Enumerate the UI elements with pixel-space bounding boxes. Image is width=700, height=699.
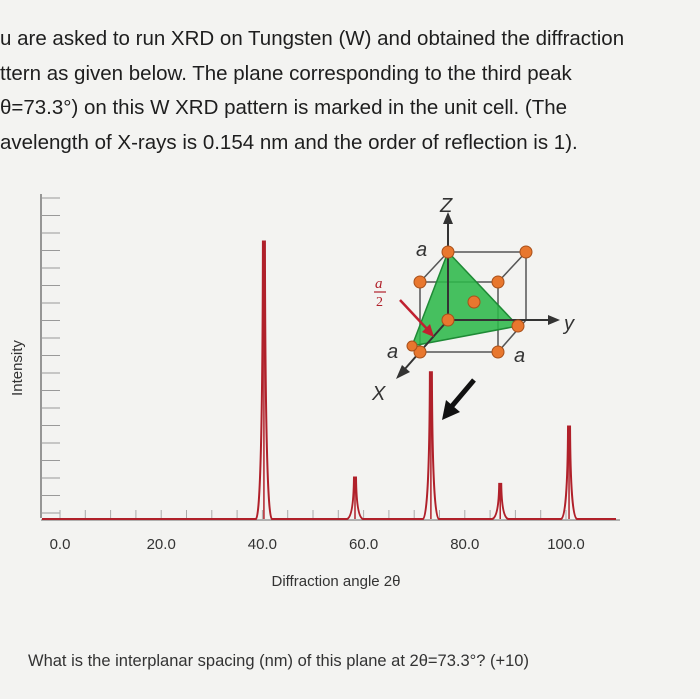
atom — [491, 345, 505, 359]
edge-label: a — [387, 341, 398, 363]
x-axis-arrowhead — [396, 365, 410, 379]
x-tick-label: 100.0 — [547, 536, 585, 553]
pointer-arrowhead — [442, 400, 460, 420]
y-axis-label-cell: y — [562, 313, 575, 335]
pointer-arrow — [450, 378, 476, 408]
diffraction-peaks — [42, 240, 616, 520]
body-center-atom — [467, 295, 481, 309]
atom — [519, 245, 533, 259]
unit-cell-diagram: Z y X a a a a 2 — [371, 195, 575, 420]
direction-arrow — [399, 299, 429, 331]
problem-line: avelength of X-rays is 0.154 nm and the … — [0, 130, 578, 154]
x-tick-label: 0.0 — [50, 536, 71, 553]
xrd-chart: 0.0 20.0 40.0 60.0 80.0 100.0 Intensity Diffr… — [9, 194, 620, 590]
atom — [413, 275, 427, 289]
z-axis-label: Z — [439, 195, 453, 217]
x-tick-label: 60.0 — [349, 536, 378, 553]
edge-label: a — [514, 345, 525, 367]
x-axis-arrow — [403, 319, 449, 371]
y-axis-label: Intensity — [9, 340, 26, 396]
z-axis-arrowhead — [443, 212, 453, 224]
fraction-numerator: a — [375, 276, 383, 292]
atom — [511, 319, 525, 333]
problem-line: ttern as given below. The plane correspo… — [0, 61, 572, 85]
x-axis-tick-labels: 0.0 20.0 40.0 60.0 80.0 100.0 — [50, 536, 585, 553]
y-axis-arrowhead — [548, 315, 560, 325]
x-tick-label: 40.0 — [248, 536, 277, 553]
x-axis-label-cell: X — [371, 383, 386, 405]
x-axis-label: Diffraction angle 2θ — [272, 573, 401, 590]
x-tick-label: 20.0 — [147, 536, 176, 553]
problem-line: θ=73.3°) on this W XRD pattern is marked… — [0, 96, 568, 119]
atoms — [406, 245, 533, 359]
fraction-label: a 2 — [374, 276, 386, 310]
atom — [441, 245, 455, 259]
fraction-denominator: 2 — [376, 295, 383, 310]
edge-label: a — [416, 239, 427, 261]
problem-line: u are asked to run XRD on Tungsten (W) a… — [0, 27, 625, 50]
x-tick-label: 80.0 — [450, 536, 479, 553]
atom — [491, 275, 505, 289]
problem-statement: u are asked to run XRD on Tungsten (W) a… — [0, 22, 700, 160]
atom — [441, 313, 455, 327]
y-axis-ticks — [41, 197, 60, 514]
miller-plane — [410, 250, 520, 347]
direction-arrowhead — [422, 324, 434, 337]
atom — [413, 345, 427, 359]
diffraction-trace — [42, 240, 616, 520]
atom — [406, 340, 418, 352]
question-text: What is the interplanar spacing (nm) of … — [28, 652, 529, 670]
